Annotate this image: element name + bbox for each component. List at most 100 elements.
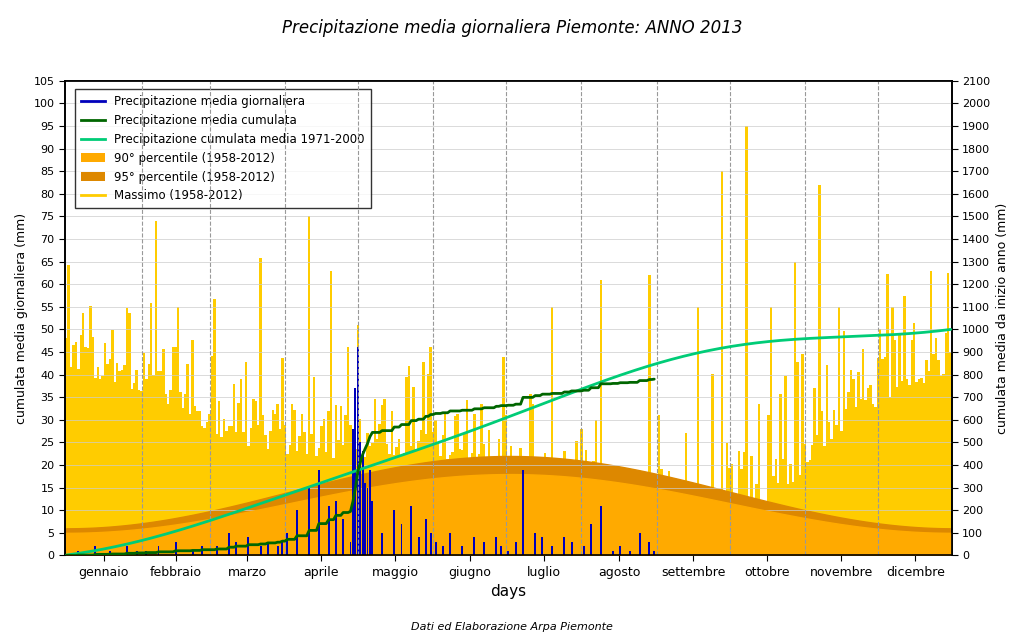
Bar xyxy=(167,404,169,556)
Legend: Precipitazione media giornaliera, Precipitazione media cumulata, Precipitazione : Precipitazione media giornaliera, Precip… xyxy=(76,89,371,209)
Bar xyxy=(529,394,531,556)
Bar xyxy=(393,510,395,556)
Bar xyxy=(765,502,767,556)
Bar xyxy=(767,415,770,556)
Bar xyxy=(709,533,712,556)
Bar xyxy=(583,547,585,556)
Bar xyxy=(367,433,369,556)
Bar xyxy=(639,533,641,556)
Bar xyxy=(483,542,485,556)
Bar xyxy=(823,446,825,556)
Bar xyxy=(186,364,188,556)
Bar xyxy=(556,503,558,556)
Bar xyxy=(666,533,668,556)
Bar xyxy=(537,457,539,556)
Bar xyxy=(923,383,925,556)
Bar xyxy=(136,551,137,556)
Bar xyxy=(850,371,852,556)
Bar xyxy=(390,411,393,556)
Bar xyxy=(400,524,402,556)
Bar xyxy=(811,445,813,556)
Bar xyxy=(597,517,600,556)
Bar xyxy=(145,379,147,556)
Bar xyxy=(310,434,312,556)
Bar xyxy=(921,378,923,556)
Bar xyxy=(354,388,356,556)
Bar xyxy=(475,459,478,556)
Bar xyxy=(915,382,918,556)
Bar xyxy=(376,439,379,556)
Bar xyxy=(109,551,111,556)
Bar xyxy=(616,533,618,556)
Bar xyxy=(298,436,301,556)
Bar xyxy=(600,506,602,556)
Bar xyxy=(825,365,828,556)
Bar xyxy=(123,365,126,556)
Bar xyxy=(755,484,758,556)
Bar xyxy=(369,445,371,556)
Bar xyxy=(526,463,529,556)
Precipitazione cumulata media 1971-2000 xyxy=(903,330,915,337)
Bar xyxy=(503,356,505,556)
Bar xyxy=(415,449,418,556)
Bar xyxy=(381,405,383,556)
Bar xyxy=(588,506,590,556)
Bar xyxy=(485,476,487,556)
Bar xyxy=(572,525,575,556)
Bar xyxy=(898,333,901,556)
Bar xyxy=(869,385,871,556)
Bar xyxy=(201,426,204,556)
Bar xyxy=(271,410,274,556)
Bar xyxy=(413,387,415,556)
Bar xyxy=(165,394,167,556)
Bar xyxy=(184,394,186,556)
Bar xyxy=(910,340,913,556)
Bar xyxy=(454,417,457,556)
Bar xyxy=(296,510,298,556)
Bar xyxy=(418,538,420,556)
Bar xyxy=(558,511,561,556)
Bar xyxy=(191,551,194,556)
Bar xyxy=(236,432,238,556)
Y-axis label: cumulata media da inizio anno (mm): cumulata media da inizio anno (mm) xyxy=(996,202,1009,434)
Precipitazione cumulata media 1971-2000 xyxy=(413,445,425,453)
Bar xyxy=(653,551,655,556)
Bar xyxy=(855,407,857,556)
Bar xyxy=(643,527,646,556)
Bar xyxy=(361,451,364,556)
Bar xyxy=(848,392,850,556)
Bar xyxy=(748,518,751,556)
Bar xyxy=(675,533,677,556)
Bar xyxy=(699,533,701,556)
Bar xyxy=(238,403,240,556)
Bar xyxy=(126,308,128,556)
Bar xyxy=(145,551,147,556)
Bar xyxy=(716,524,719,556)
Bar xyxy=(287,533,289,556)
Bar xyxy=(70,367,73,556)
Bar xyxy=(770,307,772,556)
Bar xyxy=(843,331,845,556)
Bar xyxy=(627,529,629,556)
Bar xyxy=(179,392,181,556)
Bar xyxy=(276,404,279,556)
Bar xyxy=(738,451,740,556)
Bar xyxy=(657,415,660,556)
Bar xyxy=(266,449,269,556)
Bar xyxy=(553,499,556,556)
Bar xyxy=(774,460,777,556)
Bar xyxy=(216,434,218,556)
Bar xyxy=(308,488,310,556)
Bar xyxy=(473,538,475,556)
Bar xyxy=(77,369,80,556)
Bar xyxy=(162,349,165,556)
Bar xyxy=(276,547,279,556)
Precipitazione cumulata media 1971-2000 xyxy=(818,334,830,342)
Bar xyxy=(809,460,811,556)
Bar xyxy=(495,473,498,556)
Bar xyxy=(194,406,197,556)
Bar xyxy=(342,445,344,556)
Precipitazione media cumulata xyxy=(247,541,259,548)
Precipitazione cumulata media 1971-2000 xyxy=(944,326,956,333)
Bar xyxy=(794,262,797,556)
